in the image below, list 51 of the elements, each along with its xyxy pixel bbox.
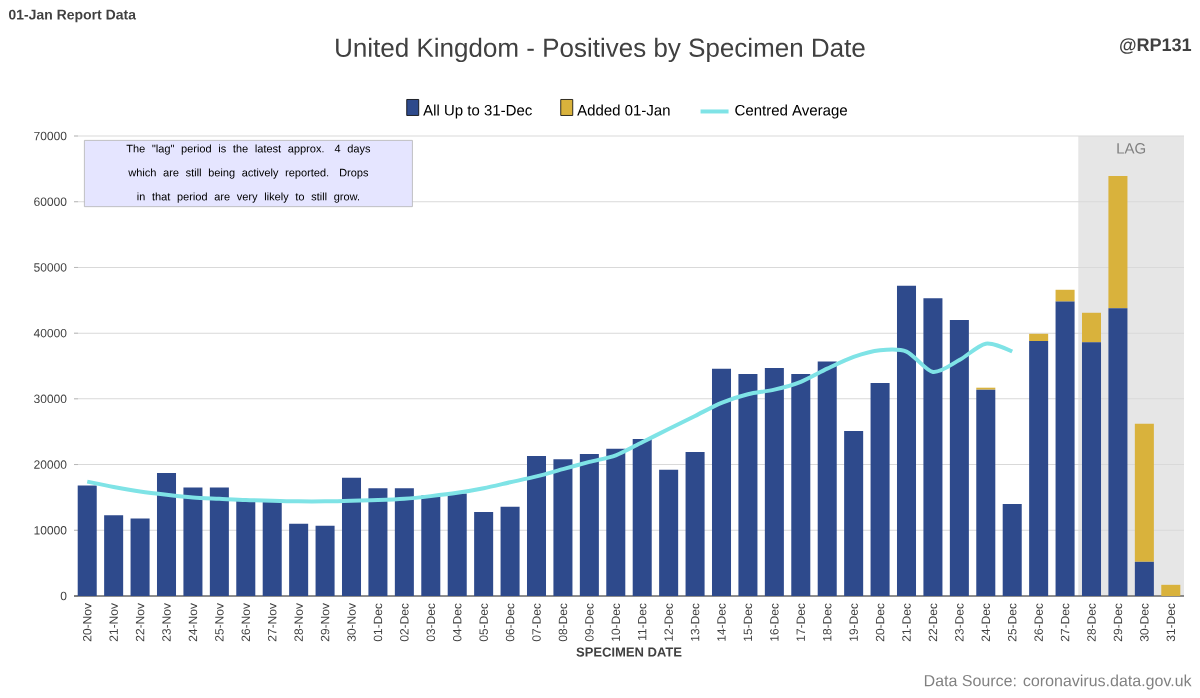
bar bbox=[659, 469, 679, 596]
bar bbox=[474, 511, 494, 596]
bar bbox=[1108, 308, 1128, 596]
bar bbox=[791, 373, 811, 596]
bar bbox=[606, 448, 626, 596]
bar bbox=[976, 389, 996, 596]
bar bbox=[738, 373, 758, 596]
text: @RP131 bbox=[1120, 38, 1192, 54]
bar bbox=[104, 515, 124, 596]
bar bbox=[526, 456, 547, 596]
bar bbox=[130, 518, 150, 596]
bar bbox=[817, 361, 837, 596]
bar bbox=[236, 500, 256, 596]
bar bbox=[500, 506, 520, 596]
bar bbox=[1029, 341, 1049, 596]
bar bbox=[632, 438, 652, 596]
bar bbox=[209, 487, 229, 596]
bar bbox=[1002, 504, 1022, 596]
bar bbox=[315, 525, 335, 596]
bar bbox=[183, 487, 203, 596]
bar bbox=[923, 298, 943, 596]
bar bbox=[1055, 301, 1075, 596]
bar bbox=[394, 488, 414, 596]
bar bbox=[685, 452, 705, 596]
bar bbox=[156, 473, 177, 596]
bar bbox=[368, 488, 388, 596]
bar bbox=[1081, 312, 1102, 343]
chart-title: United Kingdom - Positives by Specimen Date bbox=[336, 37, 865, 63]
bar bbox=[262, 502, 282, 596]
bar bbox=[1029, 333, 1049, 342]
bar bbox=[579, 454, 599, 596]
bar bbox=[844, 431, 864, 596]
bar bbox=[896, 285, 917, 596]
bar bbox=[1055, 289, 1075, 302]
bar bbox=[447, 493, 467, 596]
bar bbox=[289, 523, 309, 596]
line-series bbox=[85, 341, 1015, 504]
source-note: Data Source: coronavirus.data.gov.uk bbox=[924, 674, 1192, 690]
bar bbox=[1134, 561, 1154, 596]
bar bbox=[1134, 423, 1154, 562]
bar bbox=[1081, 342, 1102, 596]
bar bbox=[553, 459, 573, 596]
bar bbox=[870, 383, 890, 596]
bar bbox=[711, 368, 732, 596]
bar bbox=[421, 495, 441, 596]
bar bbox=[1108, 176, 1128, 309]
bar bbox=[764, 367, 784, 596]
bar bbox=[341, 477, 362, 596]
bar bbox=[77, 485, 97, 596]
bar bbox=[949, 320, 969, 596]
bar bbox=[1161, 584, 1181, 596]
